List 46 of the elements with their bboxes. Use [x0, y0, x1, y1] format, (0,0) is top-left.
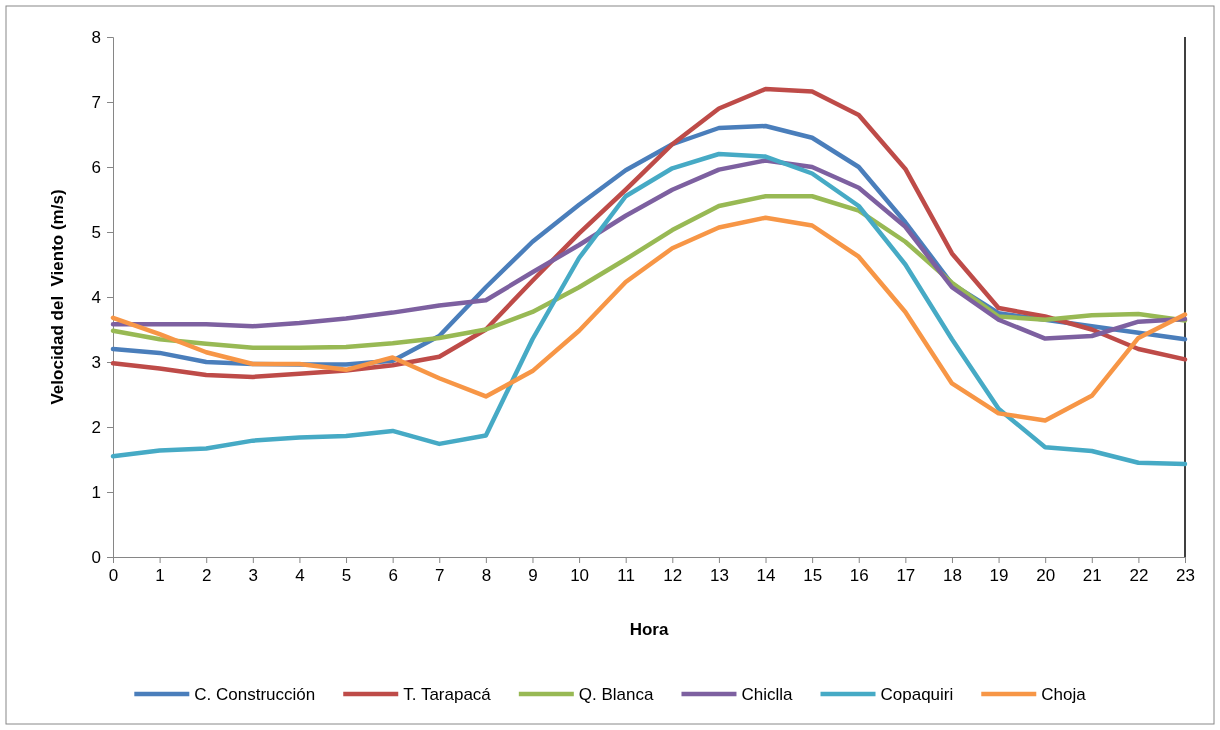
legend-label: T. Tarapacá [403, 685, 492, 704]
x-tick-label: 23 [1176, 566, 1195, 586]
x-tick-label: 3 [248, 566, 259, 586]
x-tick-label: 12 [663, 566, 683, 586]
x-tick-label: 5 [341, 566, 352, 586]
x-tick-label: 21 [1082, 566, 1102, 586]
line-series [110, 215, 1188, 423]
y-tick-label: 2 [91, 417, 101, 437]
x-tick-label: 17 [896, 566, 916, 586]
line-series [110, 151, 1188, 467]
x-tick-label: 10 [570, 566, 590, 586]
y-tick-label: 8 [91, 27, 101, 47]
y-tick-label: 1 [91, 482, 101, 502]
x-tick-label: 20 [1036, 566, 1056, 586]
x-tick-label: 0 [108, 566, 119, 586]
x-tick-label: 7 [435, 566, 445, 586]
legend-label: Chiclla [741, 685, 794, 704]
y-tick-label: 6 [91, 157, 101, 177]
x-axis-title: Hora [629, 620, 669, 639]
x-tick-label: 19 [989, 566, 1009, 586]
x-tick-label: 4 [295, 566, 305, 586]
x-tick-label: 16 [849, 566, 869, 586]
x-tick-label: 2 [201, 566, 212, 586]
y-tick-label: 4 [91, 287, 101, 307]
y-axis-title: Velocidad del Viento (m/s) [48, 189, 67, 405]
x-tick-label: 14 [756, 566, 776, 586]
y-tick-label: 0 [91, 547, 101, 567]
legend-label: Copaquiri [880, 685, 954, 704]
line-series [110, 86, 1188, 380]
line-series [110, 158, 1188, 341]
x-tick-label: 6 [388, 566, 398, 586]
line-series [110, 194, 1188, 350]
x-tick-label: 18 [943, 566, 962, 586]
y-tick-label: 3 [91, 352, 101, 372]
x-tick-label: 15 [803, 566, 823, 586]
x-tick-label: 11 [617, 566, 636, 586]
legend-label: Q. Blanca [578, 685, 655, 704]
x-tick-label: 8 [481, 566, 492, 586]
legend-label: C. Construcción [194, 685, 316, 704]
x-tick-label: 22 [1129, 566, 1149, 586]
x-tick-label: 13 [709, 566, 729, 586]
y-tick-label: 7 [91, 92, 101, 112]
legend-label: Choja [1041, 685, 1087, 704]
y-tick-label: 5 [91, 222, 101, 242]
x-tick-label: 1 [155, 566, 165, 586]
x-tick-label: 9 [528, 566, 538, 586]
